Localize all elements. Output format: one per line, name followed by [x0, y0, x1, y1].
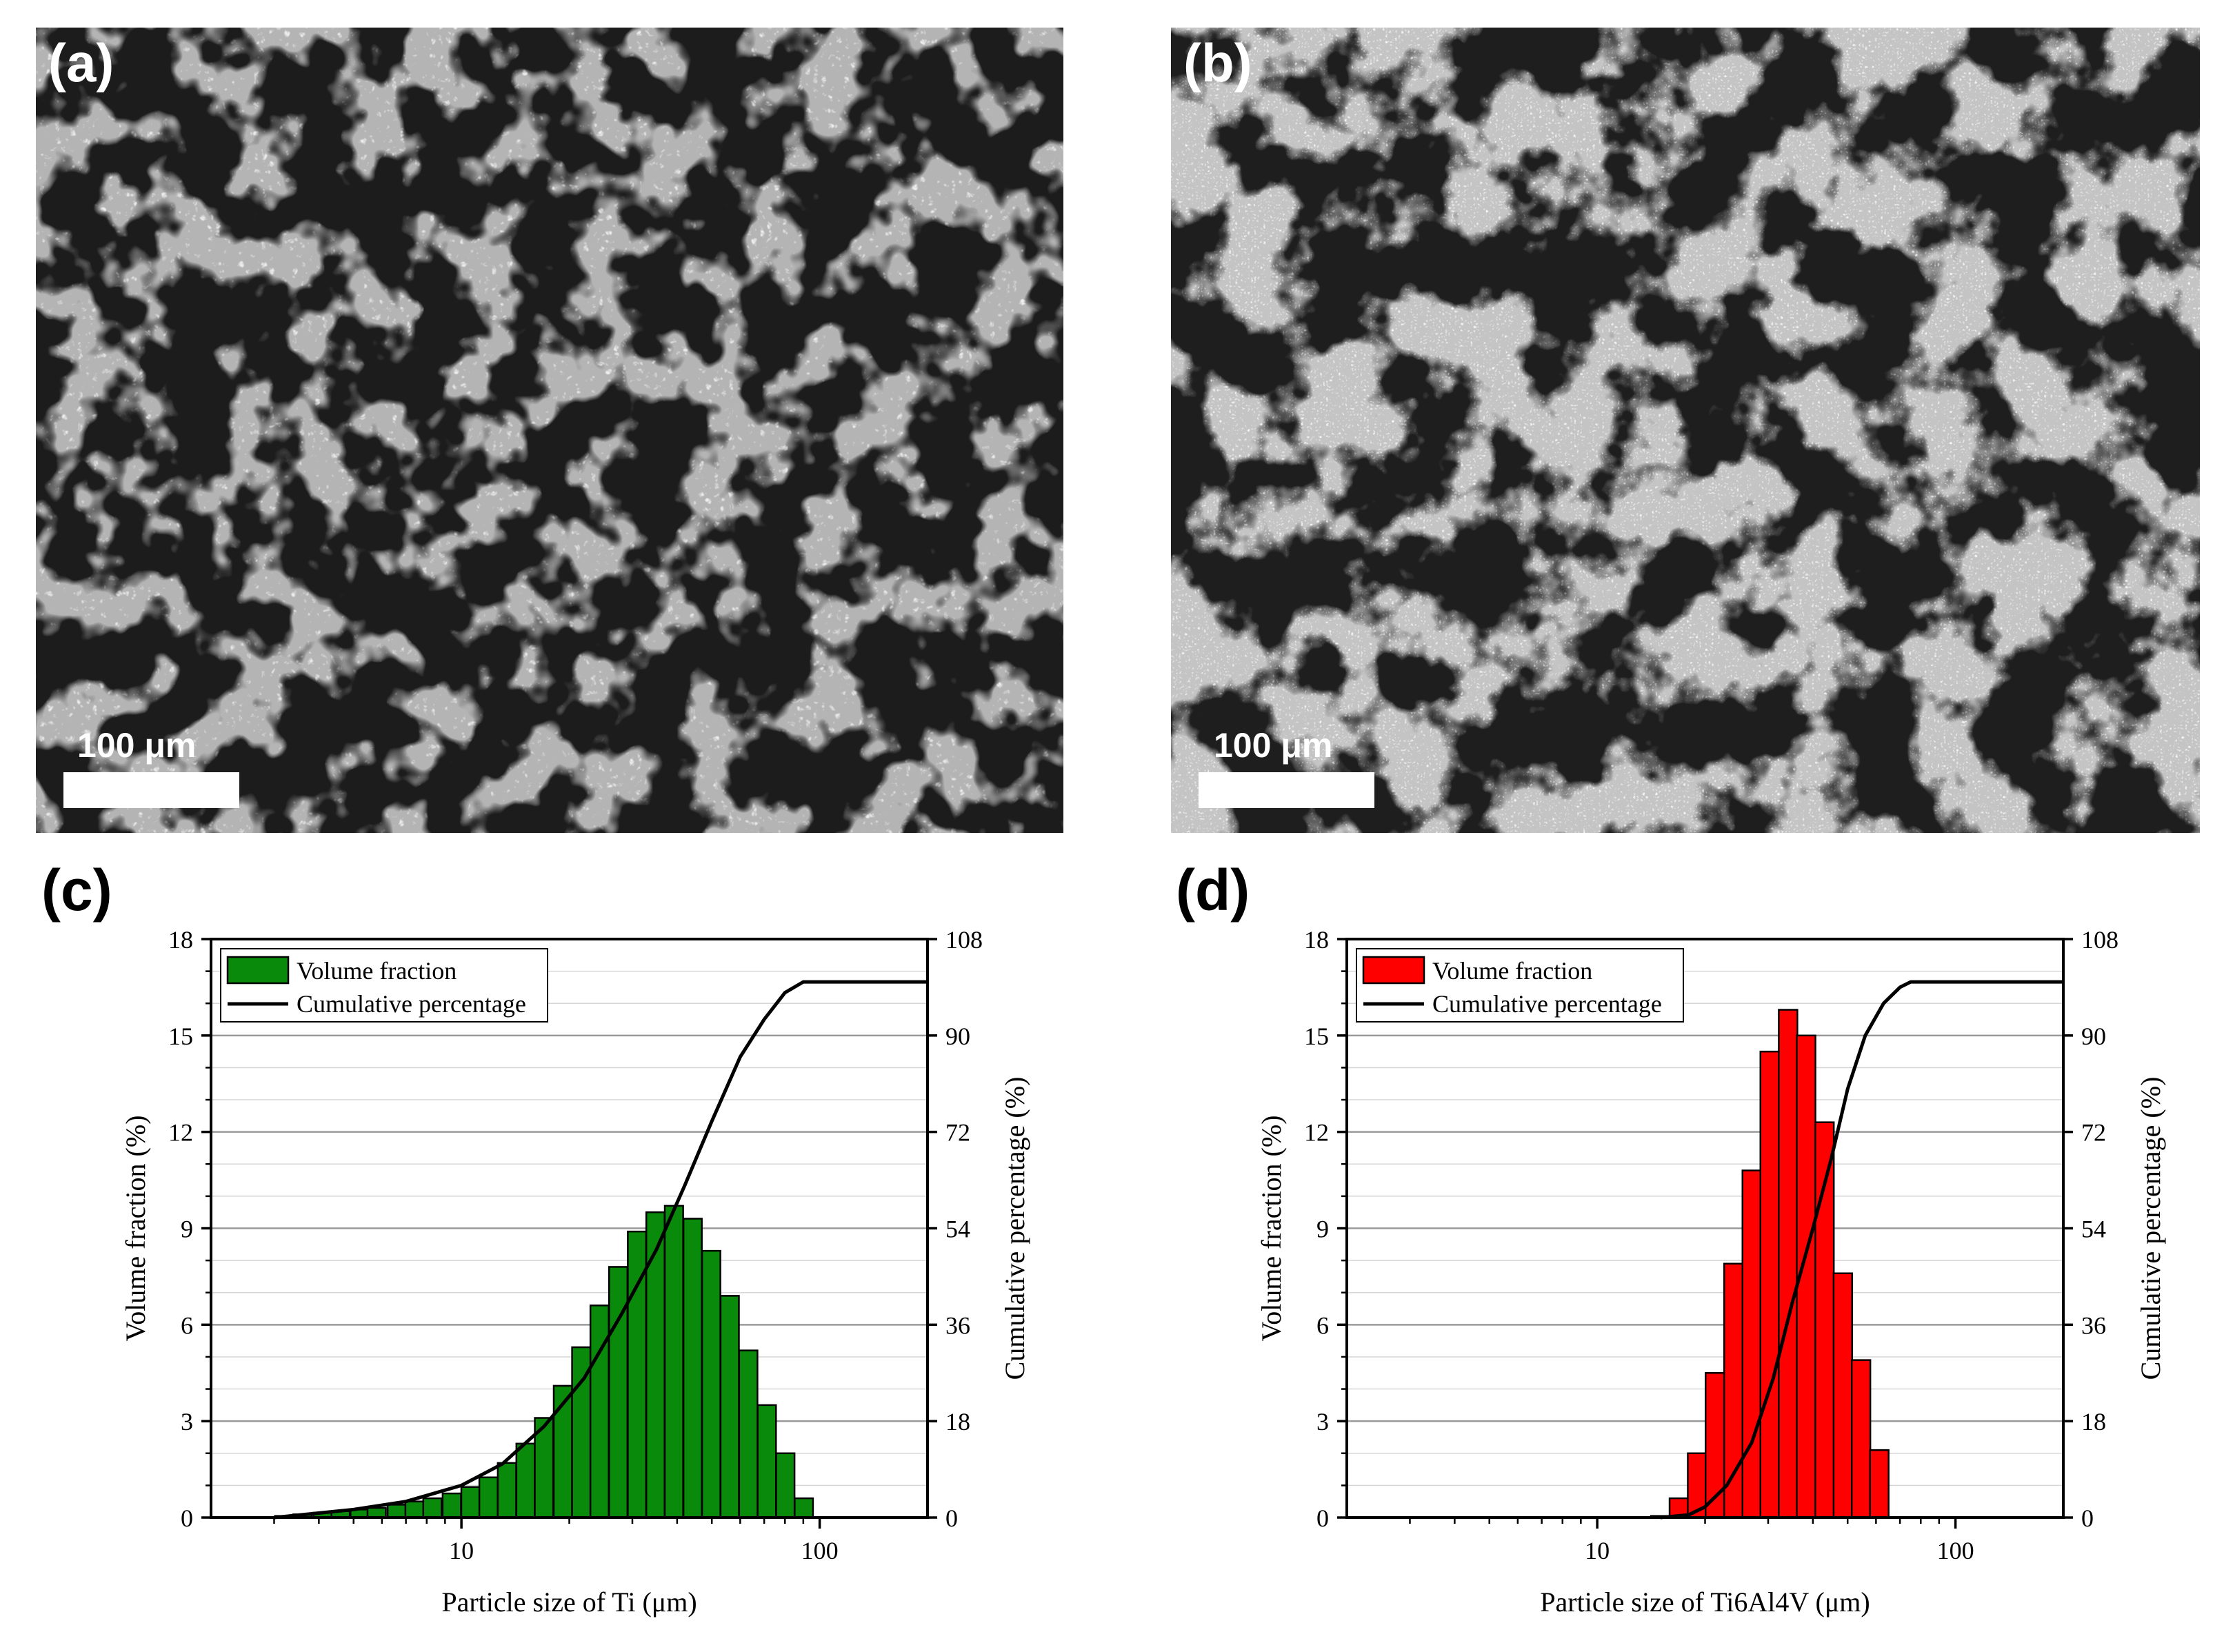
y2-tick-label: 36 [2081, 1311, 2106, 1339]
x-tick-label: 10 [1585, 1537, 1610, 1564]
cumulative-line [1660, 980, 2063, 1520]
bar [441, 1492, 462, 1519]
sem-a-particles [36, 28, 1063, 833]
y-tick-label: 9 [1316, 1216, 1329, 1243]
scale-bar-b [1199, 772, 1374, 808]
y2-tick-label: 36 [945, 1311, 970, 1339]
y-tick-label: 3 [1316, 1408, 1329, 1436]
y-tick-label: 15 [168, 1023, 193, 1050]
bar [757, 1404, 777, 1519]
bar [515, 1442, 536, 1519]
bar [1869, 1449, 1890, 1519]
y2-tick-label: 108 [945, 926, 983, 954]
bar [1778, 1009, 1799, 1519]
y2-tick-label: 0 [2081, 1504, 2094, 1532]
y2-tick-label: 90 [945, 1023, 970, 1050]
y-tick-label: 3 [181, 1408, 193, 1436]
bar [589, 1305, 610, 1519]
bar [663, 1205, 684, 1519]
panel-c-label: (c) [41, 858, 112, 923]
bar [1741, 1169, 1762, 1519]
bar [422, 1497, 443, 1519]
bar [366, 1507, 387, 1519]
bar [719, 1295, 740, 1519]
bar [701, 1249, 721, 1519]
panel-d-label: (d) [1176, 858, 1250, 923]
y-axis-title: Volume fraction (%) [1256, 1115, 1287, 1341]
bar [682, 1218, 703, 1519]
x-tick-label: 10 [449, 1537, 474, 1564]
y-tick-label: 12 [168, 1119, 193, 1147]
y-tick-label: 15 [1304, 1023, 1329, 1050]
legend-label-bars: Volume fraction [1432, 957, 1592, 985]
y2-tick-label: 18 [945, 1408, 970, 1436]
y2-tick-label: 0 [945, 1504, 958, 1532]
y2-tick-label: 72 [2081, 1119, 2106, 1147]
bar [404, 1500, 425, 1519]
y2-tick-label: 54 [945, 1216, 970, 1243]
y-tick-label: 18 [1304, 926, 1329, 954]
x-axis-title: Particle size of Ti6Al4V (μm) [1540, 1586, 1870, 1618]
bar [460, 1486, 481, 1519]
bar [478, 1476, 499, 1519]
y-tick-label: 0 [181, 1504, 193, 1532]
scale-bar-b-label: 100 μm [1214, 726, 1332, 765]
sem-image-b: (b) 100 μm [1171, 28, 2200, 833]
y2-tick-label: 54 [2081, 1216, 2106, 1243]
sem-b-particles [1171, 28, 2200, 833]
bar [645, 1211, 666, 1519]
bar [1832, 1272, 1854, 1519]
legend-label-bars: Volume fraction [297, 957, 457, 985]
y2-tick-label: 108 [2081, 926, 2118, 954]
bar [497, 1462, 517, 1519]
bar [738, 1349, 759, 1519]
bar [1759, 1050, 1780, 1519]
panel-b-label: (b) [1183, 32, 1252, 93]
bar [794, 1497, 814, 1519]
bar [386, 1504, 407, 1519]
legend-swatch-bars [1362, 956, 1425, 985]
x-tick-label: 100 [1937, 1537, 1974, 1564]
bar [775, 1452, 796, 1519]
scale-bar-a-label: 100 μm [77, 726, 196, 765]
y-tick-label: 9 [181, 1216, 193, 1243]
scale-bar-a [63, 772, 239, 808]
y2-tick-label: 18 [2081, 1408, 2106, 1436]
y2-tick-label: 90 [2081, 1023, 2106, 1050]
cumulative-line [274, 980, 928, 1520]
bar [608, 1266, 629, 1519]
y-tick-label: 18 [168, 926, 193, 954]
sem-image-a: (a) 100 μm [36, 28, 1063, 833]
panel-a-label: (a) [48, 32, 114, 93]
bar [1850, 1359, 1872, 1519]
bar [1723, 1262, 1744, 1519]
y-tick-label: 6 [1316, 1311, 1329, 1339]
bar [627, 1230, 648, 1519]
x-tick-label: 100 [801, 1537, 839, 1564]
y2-axis-title: Cumulative percentage (%) [999, 1077, 1030, 1380]
y-axis-title: Volume fraction (%) [120, 1115, 151, 1341]
x-axis-title: Particle size of Ti (μm) [441, 1586, 697, 1618]
legend-label-line: Cumulative percentage [297, 990, 526, 1018]
legend-swatch-bars [226, 956, 290, 985]
legend-label-line: Cumulative percentage [1432, 990, 1662, 1018]
y-tick-label: 0 [1316, 1504, 1329, 1532]
y-tick-label: 12 [1304, 1119, 1329, 1147]
y-tick-label: 6 [181, 1311, 193, 1339]
y2-tick-label: 72 [945, 1119, 970, 1147]
y2-axis-title: Cumulative percentage (%) [2135, 1077, 2166, 1380]
